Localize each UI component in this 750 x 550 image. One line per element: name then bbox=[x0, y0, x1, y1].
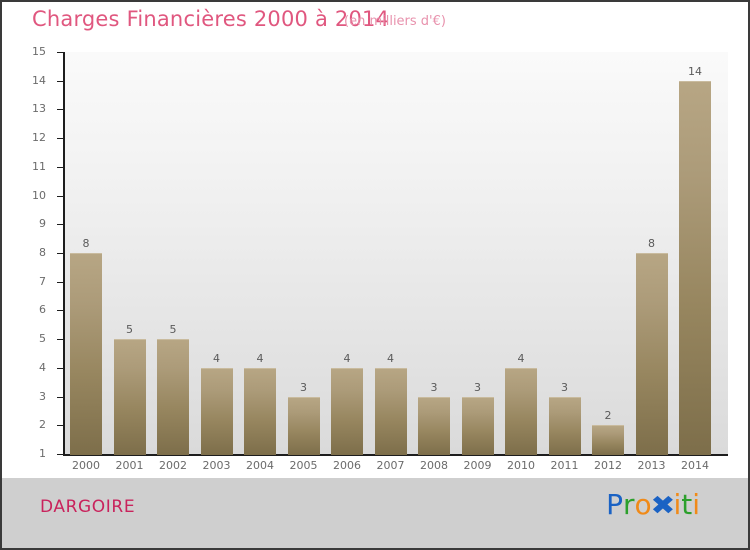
bar-value-label: 8 bbox=[648, 237, 655, 250]
chart-footer: DARGOIRE Pro✖iti bbox=[2, 478, 748, 548]
y-axis-tick bbox=[57, 253, 65, 254]
y-axis-label: 8 bbox=[39, 246, 46, 259]
bar-2002[interactable] bbox=[157, 339, 189, 455]
bar-value-label: 14 bbox=[688, 64, 702, 78]
bar-value-label: 4 bbox=[387, 351, 394, 365]
bar-2004[interactable] bbox=[244, 367, 276, 455]
page-title: Charges Financières 2000 à 2014 bbox=[32, 7, 390, 31]
bar-2011[interactable] bbox=[548, 396, 581, 455]
y-axis-tick bbox=[57, 396, 65, 398]
y-axis-tick bbox=[57, 425, 65, 427]
x-axis-label-2003: 2003 bbox=[202, 459, 231, 472]
x-axis-label-2008: 2008 bbox=[420, 459, 448, 472]
y-axis-label: 13 bbox=[32, 102, 46, 116]
bar-value-label: 4 bbox=[343, 351, 351, 365]
bar-value-label: 4 bbox=[256, 351, 264, 365]
bar-value-label: 2 bbox=[604, 409, 612, 423]
x-axis-label-2013: 2013 bbox=[637, 459, 666, 472]
y-axis-tick bbox=[57, 195, 65, 197]
x-axis-label-2009: 2009 bbox=[463, 459, 492, 472]
x-axis-label-2001: 2001 bbox=[115, 459, 144, 472]
y-axis-tick bbox=[57, 109, 65, 111]
y-axis-tick bbox=[57, 454, 65, 455]
bar-2007[interactable] bbox=[374, 367, 407, 455]
x-axis-label-2004: 2004 bbox=[246, 459, 274, 472]
logo-letter-i2: i bbox=[692, 488, 700, 521]
bar-value-label: 4 bbox=[213, 351, 220, 365]
y-axis-label: 5 bbox=[39, 332, 46, 346]
y-axis-tick bbox=[57, 52, 65, 53]
logo-letter-i1: i bbox=[673, 488, 682, 521]
y-axis-tick bbox=[57, 224, 65, 226]
bar-value-label: 8 bbox=[82, 237, 90, 250]
x-axis-label-2012: 2012 bbox=[594, 459, 622, 472]
x-axis-line bbox=[63, 454, 728, 456]
y-axis-tick bbox=[57, 138, 65, 140]
x-axis-label-2007: 2007 bbox=[376, 459, 405, 472]
y-axis-label: 12 bbox=[32, 131, 46, 145]
bar-value-label: 3 bbox=[300, 380, 307, 394]
commune-name: DARGOIRE bbox=[40, 497, 136, 517]
bar-value-label: 5 bbox=[169, 323, 177, 337]
y-axis-line bbox=[63, 52, 65, 456]
bar-2001[interactable] bbox=[113, 339, 146, 455]
logo-letter-t: t bbox=[681, 488, 693, 521]
bar-value-label: 3 bbox=[474, 380, 481, 394]
y-axis-tick bbox=[57, 367, 65, 369]
bar-2014[interactable] bbox=[679, 80, 711, 455]
y-axis-label: 4 bbox=[39, 360, 46, 374]
y-axis-label: 2 bbox=[39, 418, 46, 432]
bar-2006[interactable] bbox=[331, 367, 363, 455]
bar-2003[interactable] bbox=[200, 367, 233, 455]
logo-letter-r: r bbox=[623, 488, 635, 521]
y-axis-label: 1 bbox=[39, 447, 46, 460]
chart-subtitle: (en milliers d'€) bbox=[344, 14, 446, 29]
bar-2008[interactable] bbox=[418, 396, 450, 455]
proxiti-logo[interactable]: Pro✖iti bbox=[606, 488, 700, 521]
y-axis-tick bbox=[57, 281, 65, 283]
bar-value-label: 3 bbox=[430, 380, 438, 394]
y-axis-tick bbox=[57, 166, 65, 168]
bar-2012[interactable] bbox=[592, 425, 624, 455]
y-axis-tick bbox=[57, 310, 65, 312]
y-axis-tick bbox=[57, 80, 65, 82]
logo-letter-x: ✖ bbox=[650, 491, 676, 521]
bar-value-label: 5 bbox=[126, 323, 133, 337]
y-axis-label: 9 bbox=[39, 217, 46, 231]
y-axis-label: 10 bbox=[32, 188, 46, 202]
bar-value-label: 4 bbox=[517, 351, 525, 365]
y-axis-label: 11 bbox=[32, 159, 46, 173]
logo-letter-o: o bbox=[634, 488, 652, 521]
bar-2000[interactable] bbox=[70, 253, 102, 455]
y-axis-tick bbox=[57, 339, 65, 341]
y-axis-label: 6 bbox=[39, 303, 46, 317]
y-axis-label: 3 bbox=[39, 389, 46, 403]
x-axis-label-2006: 2006 bbox=[333, 459, 361, 472]
x-axis-label-2011: 2011 bbox=[550, 459, 579, 472]
y-axis-label: 15 bbox=[32, 45, 46, 58]
y-axis-label: 7 bbox=[39, 274, 46, 288]
bar-2005[interactable] bbox=[287, 396, 320, 455]
logo-letter-p: P bbox=[606, 488, 623, 521]
x-axis-label-2014: 2014 bbox=[681, 459, 709, 472]
x-axis-label-2002: 2002 bbox=[159, 459, 187, 472]
x-axis-label-2005: 2005 bbox=[289, 459, 318, 472]
bar-2010[interactable] bbox=[505, 367, 537, 455]
chart-header: Charges Financières 2000 à 2014 (en mill… bbox=[2, 2, 748, 42]
bar-2013[interactable] bbox=[635, 253, 668, 455]
x-axis-label-2000: 2000 bbox=[72, 459, 100, 472]
bar-2009[interactable] bbox=[461, 396, 494, 455]
x-axis-label-2010: 2010 bbox=[507, 459, 535, 472]
bar-value-label: 3 bbox=[561, 380, 568, 394]
y-axis-label: 14 bbox=[32, 73, 46, 87]
